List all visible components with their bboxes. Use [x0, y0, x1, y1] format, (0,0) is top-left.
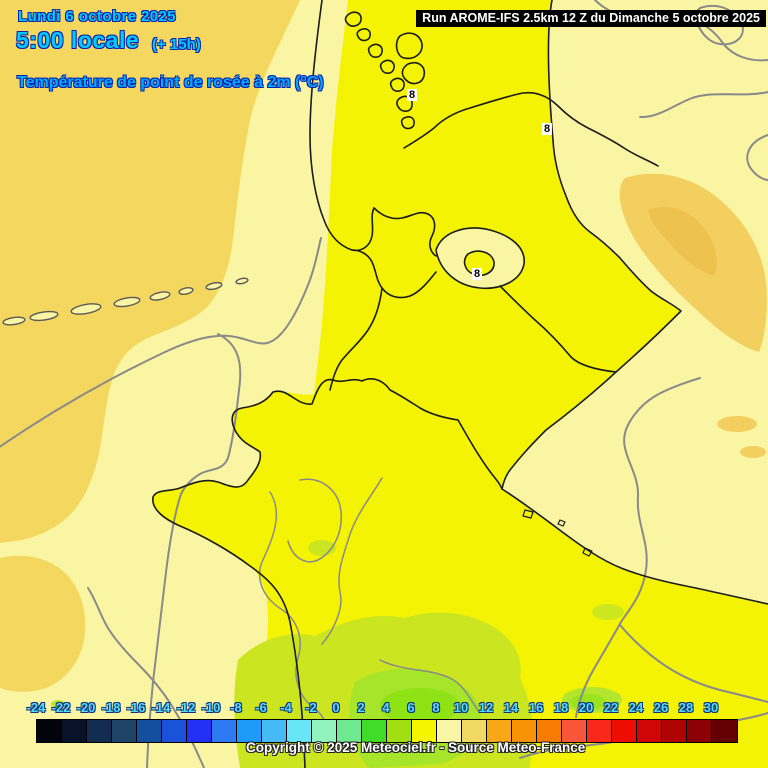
colorbar-cell: [637, 720, 662, 742]
colorbar-tick-label: -2: [305, 700, 317, 715]
colorbar-cell: [437, 720, 462, 742]
colorbar-cell: [612, 720, 637, 742]
variable-title: Température de point de rosée à 2m (°C): [17, 74, 324, 91]
colorbar-tick-label: 22: [603, 700, 619, 715]
colorbar-tick-label: -16: [126, 700, 146, 715]
colorbar-cell: [112, 720, 137, 742]
colorbar-tick-label: 26: [653, 700, 669, 715]
colorbar-tick-label: -20: [76, 700, 96, 715]
colorbar-cell: [587, 720, 612, 742]
map-coastlines-contours: [152, 0, 768, 768]
colorbar-tick-label: -18: [101, 700, 121, 715]
colorbar-tick-label: -6: [255, 700, 267, 715]
colorbar-tick-label: 14: [503, 700, 519, 715]
colorbar-cell: [387, 720, 412, 742]
colorbar-tick-label: 24: [628, 700, 644, 715]
contour-value-label: 8: [471, 268, 483, 280]
colorbar-cell: [312, 720, 337, 742]
colorbar-tick-label: -12: [176, 700, 196, 715]
colorbar-cell: [512, 720, 537, 742]
colorbar-cell: [162, 720, 187, 742]
colorbar-cell: [362, 720, 387, 742]
colorbar-cell: [712, 720, 737, 742]
colorbar-cell: [412, 720, 437, 742]
colorbar-tick-label: 6: [407, 700, 415, 715]
colorbar-tick-label: 4: [382, 700, 390, 715]
colorbar-tick-label: -8: [230, 700, 242, 715]
colorbar-cell: [662, 720, 687, 742]
colorbar-tick-label: 20: [578, 700, 594, 715]
colorbar-cell: [337, 720, 362, 742]
forecast-offset-label: (+ 15h): [152, 36, 201, 53]
colorbar-tick-label: -14: [151, 700, 171, 715]
colorbar: [36, 719, 738, 743]
colorbar-tick-label: 2: [357, 700, 365, 715]
colorbar-tick-label: 28: [678, 700, 694, 715]
map-islands: [2, 277, 249, 326]
colorbar-tick-label: -24: [26, 700, 46, 715]
colorbar-tick-label: 16: [528, 700, 544, 715]
colorbar-cell: [187, 720, 212, 742]
colorbar-tick-label: -4: [280, 700, 292, 715]
local-time-label: 5:00 locale: [16, 27, 140, 53]
colorbar-cell: [687, 720, 712, 742]
colorbar-tick-label: 12: [478, 700, 494, 715]
colorbar-cell: [137, 720, 162, 742]
colorbar-tick-label: 30: [703, 700, 719, 715]
colorbar-cell: [537, 720, 562, 742]
copyright-label: Copyright © 2025 Meteociel.fr - Source M…: [246, 740, 586, 755]
colorbar-cell: [287, 720, 312, 742]
contour-value-label: 8: [406, 89, 418, 101]
colorbar-tick-label: -10: [201, 700, 221, 715]
colorbar-cell: [237, 720, 262, 742]
colorbar-cell: [462, 720, 487, 742]
colorbar-tick-label: 18: [553, 700, 569, 715]
colorbar-tick-label: 0: [332, 700, 340, 715]
colorbar-tick-label: 8: [432, 700, 440, 715]
model-run-banner: Run AROME-IFS 2.5km 12 Z du Dimanche 5 o…: [416, 10, 766, 27]
colorbar-tick-label: -22: [51, 700, 71, 715]
colorbar-cell: [562, 720, 587, 742]
colorbar-cell: [37, 720, 62, 742]
colorbar-cell: [62, 720, 87, 742]
contour-value-label: 8: [541, 123, 553, 135]
colorbar-tick-label: 10: [453, 700, 469, 715]
colorbar-cell: [87, 720, 112, 742]
colorbar-cell: [487, 720, 512, 742]
colorbar-cell: [262, 720, 287, 742]
date-label: Lundi 6 octobre 2025: [18, 8, 177, 25]
colorbar-cell: [212, 720, 237, 742]
